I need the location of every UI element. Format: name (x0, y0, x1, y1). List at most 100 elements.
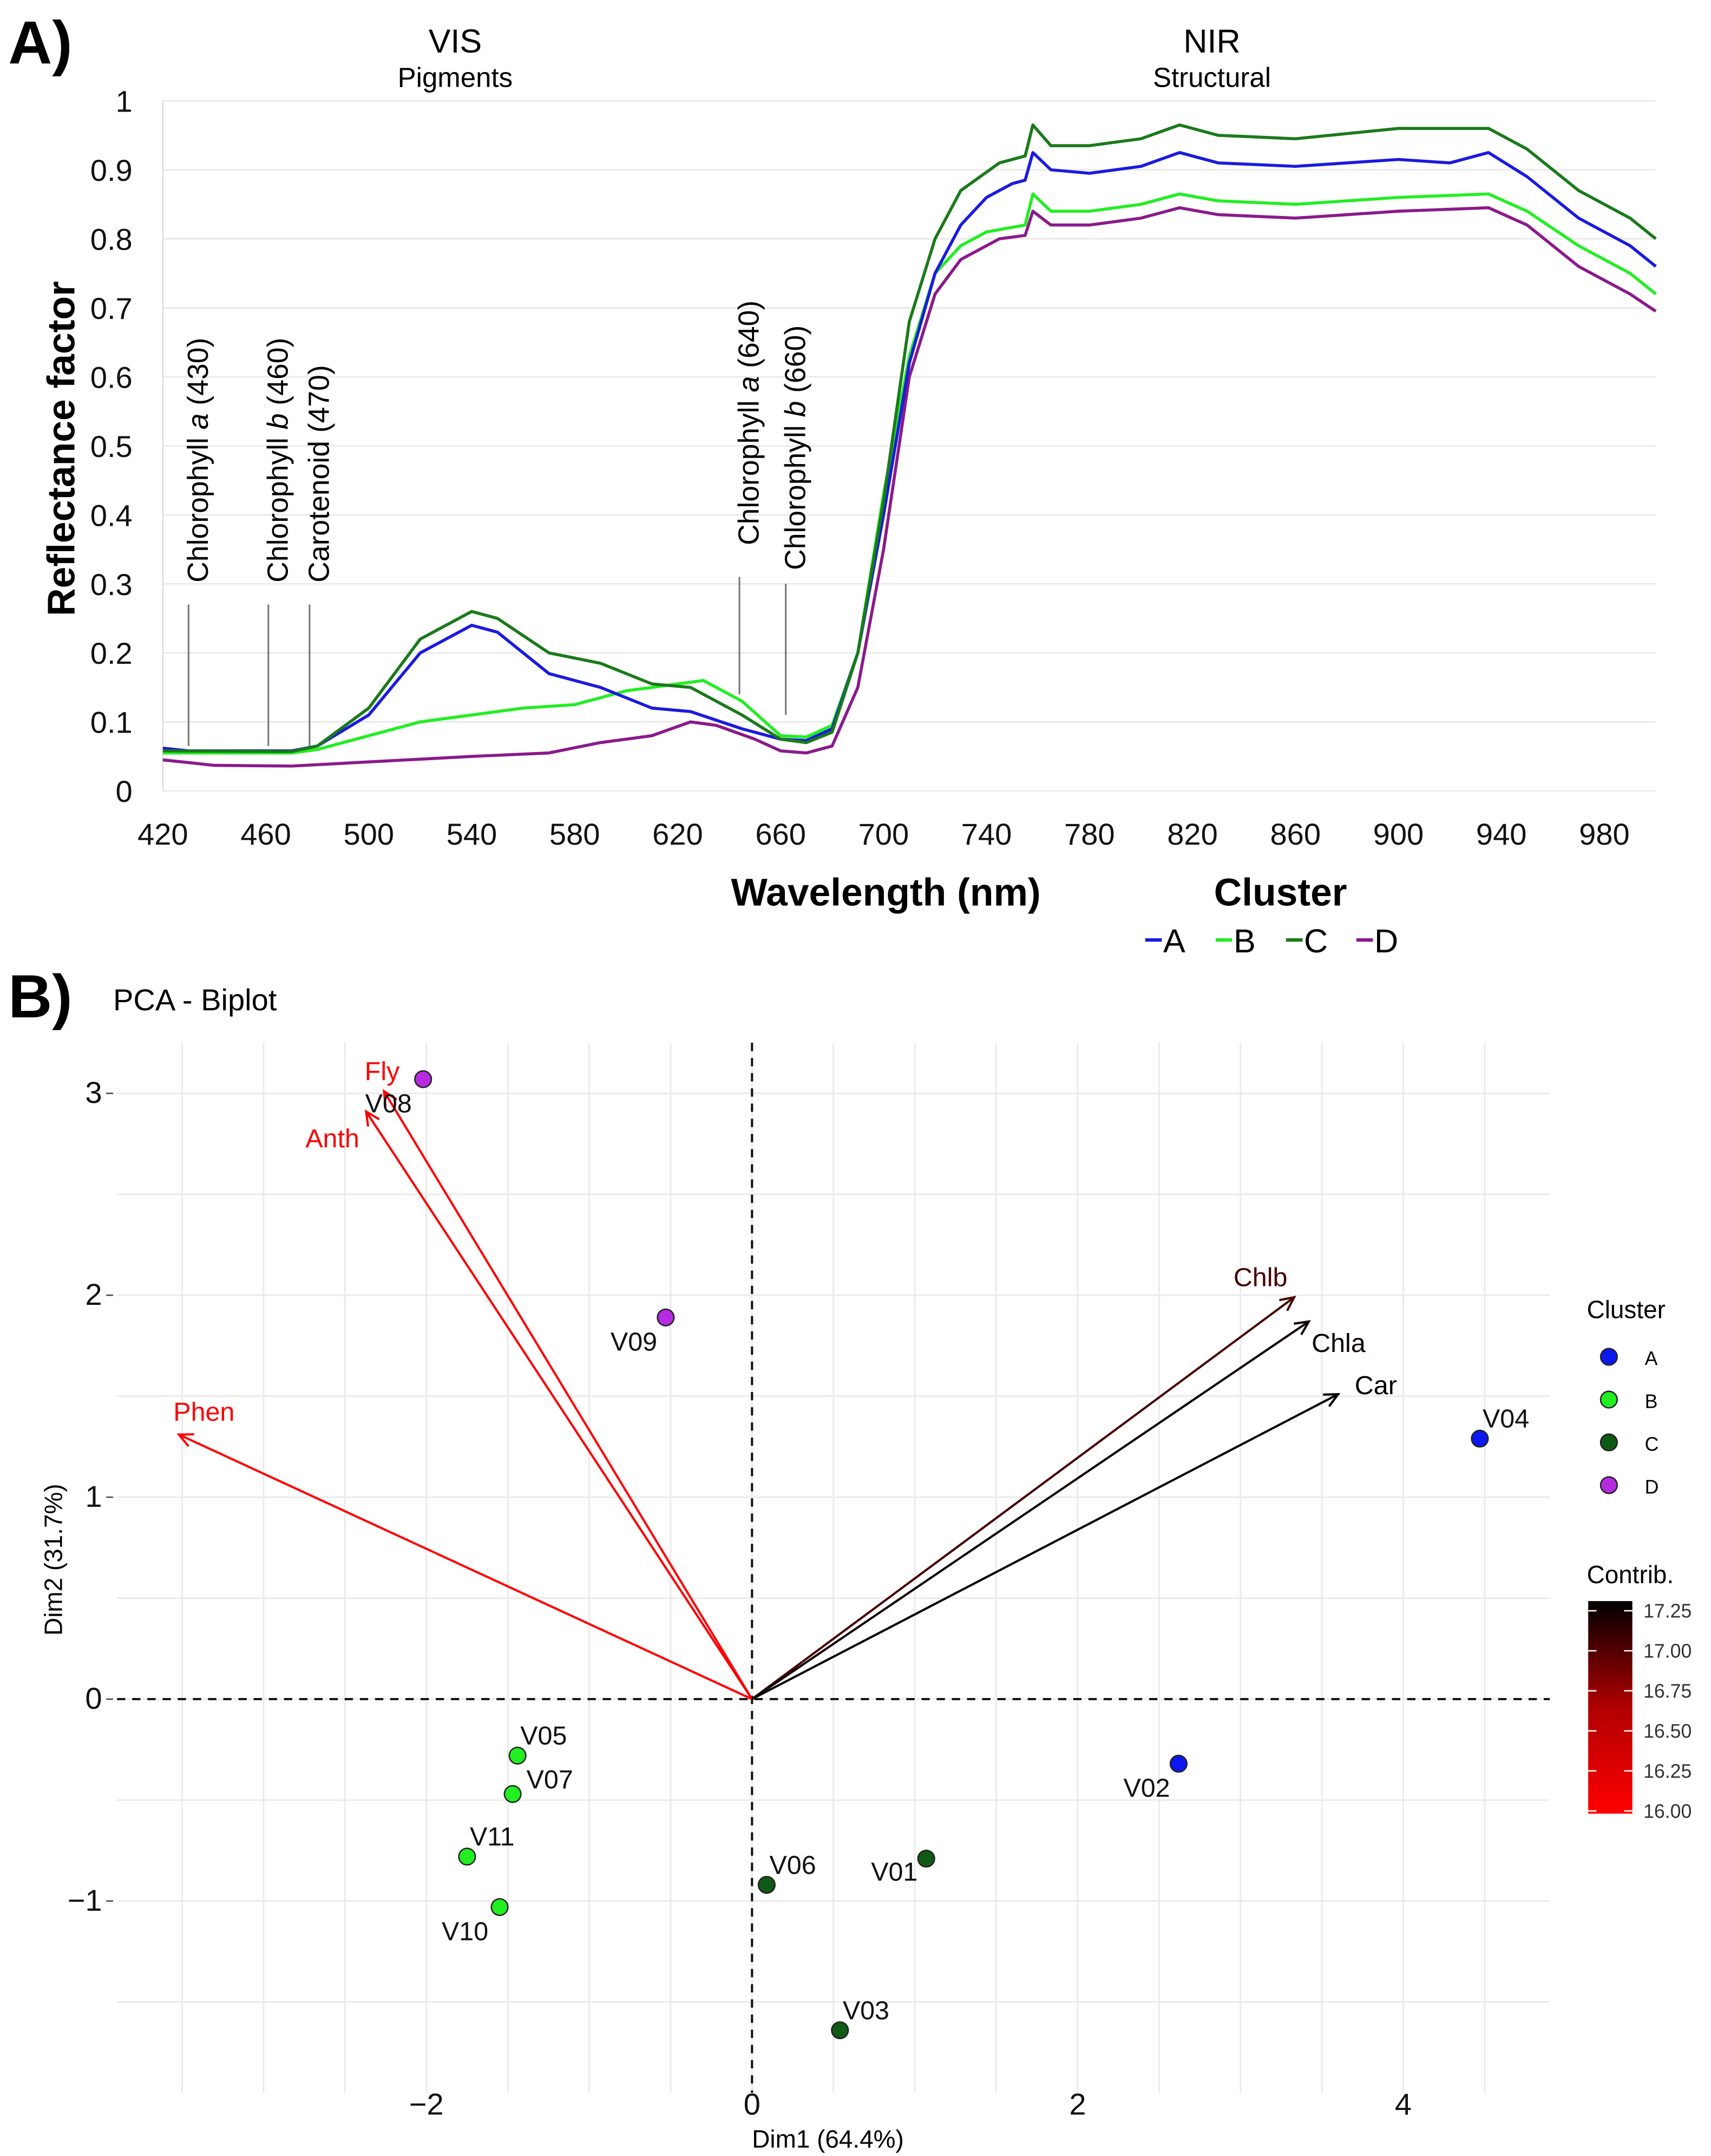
x-tick-label: 980 (1579, 817, 1630, 851)
cluster-legend-dot-b (1599, 1390, 1618, 1409)
variable-label: Car (1355, 1371, 1397, 1400)
loading-arrow-chlb (751, 1296, 1295, 1700)
data-point-v06 (757, 1876, 776, 1894)
legend-label: B (1234, 923, 1256, 959)
x-tick-label: 2 (1069, 2087, 1086, 2121)
annotation-text: (640) (733, 300, 765, 376)
annotation-text: Chlorophyll (779, 417, 811, 570)
x-tick-label: 4 (1395, 2087, 1412, 2121)
annotation-label: Chlorophyll a (430) (182, 338, 214, 583)
colorbar-tick-label: 16.50 (1643, 1721, 1692, 1742)
data-point-label: V02 (1123, 1774, 1170, 1803)
y-tick-label: 3 (85, 1075, 102, 1109)
colorbar-tick-label: 17.00 (1643, 1641, 1692, 1662)
y-tick-label: 0 (85, 1681, 102, 1715)
cluster-legend-label: D (1645, 1476, 1659, 1498)
y-tick-label: 1 (116, 84, 133, 119)
x-tick-label: 0 (744, 2087, 761, 2121)
annotation-text: Chlorophyll (262, 429, 294, 583)
x-tick-label: 620 (652, 817, 703, 851)
colorbar-tick-label: 16.75 (1643, 1681, 1692, 1702)
colorbar-tick-label: 16.25 (1643, 1760, 1692, 1782)
x-tick-label: −2 (409, 2087, 444, 2121)
colorbar-tick-label: 16.00 (1643, 1800, 1692, 1822)
x-tick-label: 820 (1167, 817, 1218, 851)
x-tick-label: 940 (1476, 817, 1527, 851)
cluster-legend-dot-d (1599, 1476, 1618, 1494)
annotation-text: (660) (779, 325, 811, 401)
data-point-label: V01 (871, 1858, 917, 1887)
chart-title: PCA - Biplot (113, 983, 277, 1017)
data-point-v08 (414, 1070, 432, 1088)
cluster-legend-label: B (1645, 1390, 1658, 1412)
contrib-legend-title: Contrib. (1587, 1560, 1674, 1589)
loading-arrow-fly (383, 1090, 753, 1700)
x-axis-title: Dim1 (64.4%) (752, 2125, 903, 2153)
spectral-reflectance-chart: A) 0 0.1 0.2 0.3 0.4 0.5 0.6 0.7 0.8 0.9 1 420 460 500… (8, 8, 1657, 959)
annotation-text: Chlorophyll (182, 429, 214, 583)
data-point-v01 (917, 1850, 935, 1868)
cluster-legend-dot-a (1599, 1348, 1618, 1366)
y-tick-label: 0.2 (90, 636, 133, 670)
x-tick-label: 660 (755, 817, 806, 851)
annotation-text: Chlorophyll (733, 392, 765, 545)
x-tick-label: 540 (447, 817, 497, 851)
annotation-label: Chlorophyll b (460) (262, 338, 294, 583)
cluster-legend-label: C (1645, 1433, 1659, 1455)
region-title: VIS (429, 23, 482, 60)
loading-arrow-car (751, 1393, 1339, 1700)
y-tick-label: 0.5 (90, 429, 133, 463)
y-tick-label: −1 (68, 1883, 102, 1917)
legend-label: D (1374, 923, 1398, 959)
variable-label: Fly (365, 1057, 400, 1086)
x-tick-label: 500 (343, 817, 394, 851)
cluster-legend-label: A (1645, 1348, 1658, 1369)
y-axis-title: Reflectance factor (40, 281, 83, 616)
region-title: NIR (1183, 23, 1240, 60)
annotation-italic: b (262, 413, 294, 429)
data-point-label: V06 (769, 1851, 816, 1880)
annotation-text: (460) (262, 338, 294, 414)
y-tick-label: 0.3 (90, 567, 133, 602)
arrowhead (1294, 1320, 1311, 1336)
data-point-label: V08 (365, 1089, 412, 1118)
data-point-label: V10 (442, 1917, 488, 1946)
data-point-label: V11 (470, 1822, 515, 1852)
region-subtitle: Structural (1153, 62, 1271, 93)
x-tick-label: 780 (1064, 817, 1115, 851)
annotation-italic: b (779, 401, 811, 417)
y-tick-label: 0.9 (90, 153, 133, 187)
series-line-a (162, 151, 1657, 753)
variable-label: Phen (173, 1397, 234, 1427)
x-axis-title: Wavelength (nm) (731, 871, 1040, 914)
x-tick-label: 420 (137, 817, 188, 851)
series-line-c (162, 123, 1657, 753)
annotation-label: Carotenoid (470) (304, 365, 336, 583)
data-point-v07 (503, 1785, 522, 1803)
y-tick-label: 0.1 (90, 705, 133, 740)
series-line-b (162, 192, 1657, 755)
data-point-label: V09 (611, 1327, 657, 1356)
panel-label: B) (8, 962, 72, 1030)
contrib-colorbar (1588, 1601, 1633, 1814)
y-axis-title: Dim2 (31.7%) (40, 1484, 68, 1635)
data-point-label: V05 (520, 1721, 567, 1750)
y-tick-label: 0.4 (90, 498, 133, 532)
x-tick-label: 900 (1373, 817, 1424, 851)
annotation-text: Carotenoid (470) (304, 365, 336, 583)
data-point-v10 (490, 1898, 509, 1916)
annotation-italic: a (733, 376, 765, 393)
y-tick-label: 0.8 (90, 222, 133, 256)
region-subtitle: Pigments (398, 62, 513, 93)
annotation-label: Chlorophyll a (640) (733, 300, 765, 545)
panel-label: A) (8, 8, 72, 76)
x-tick-label: 740 (961, 817, 1012, 851)
arrowhead (1323, 1393, 1341, 1407)
variable-label: Chla (1312, 1329, 1366, 1358)
pca-biplot-chart: B) PCA - Biplot −2 0 2 4 −1 0 1 2 3 Dim1 (64.4%) Dim… (8, 962, 1692, 2153)
data-point-label: V03 (843, 1996, 889, 2025)
data-point-v09 (657, 1308, 675, 1327)
arrowhead (176, 1433, 194, 1447)
x-tick-label: 460 (240, 817, 291, 851)
